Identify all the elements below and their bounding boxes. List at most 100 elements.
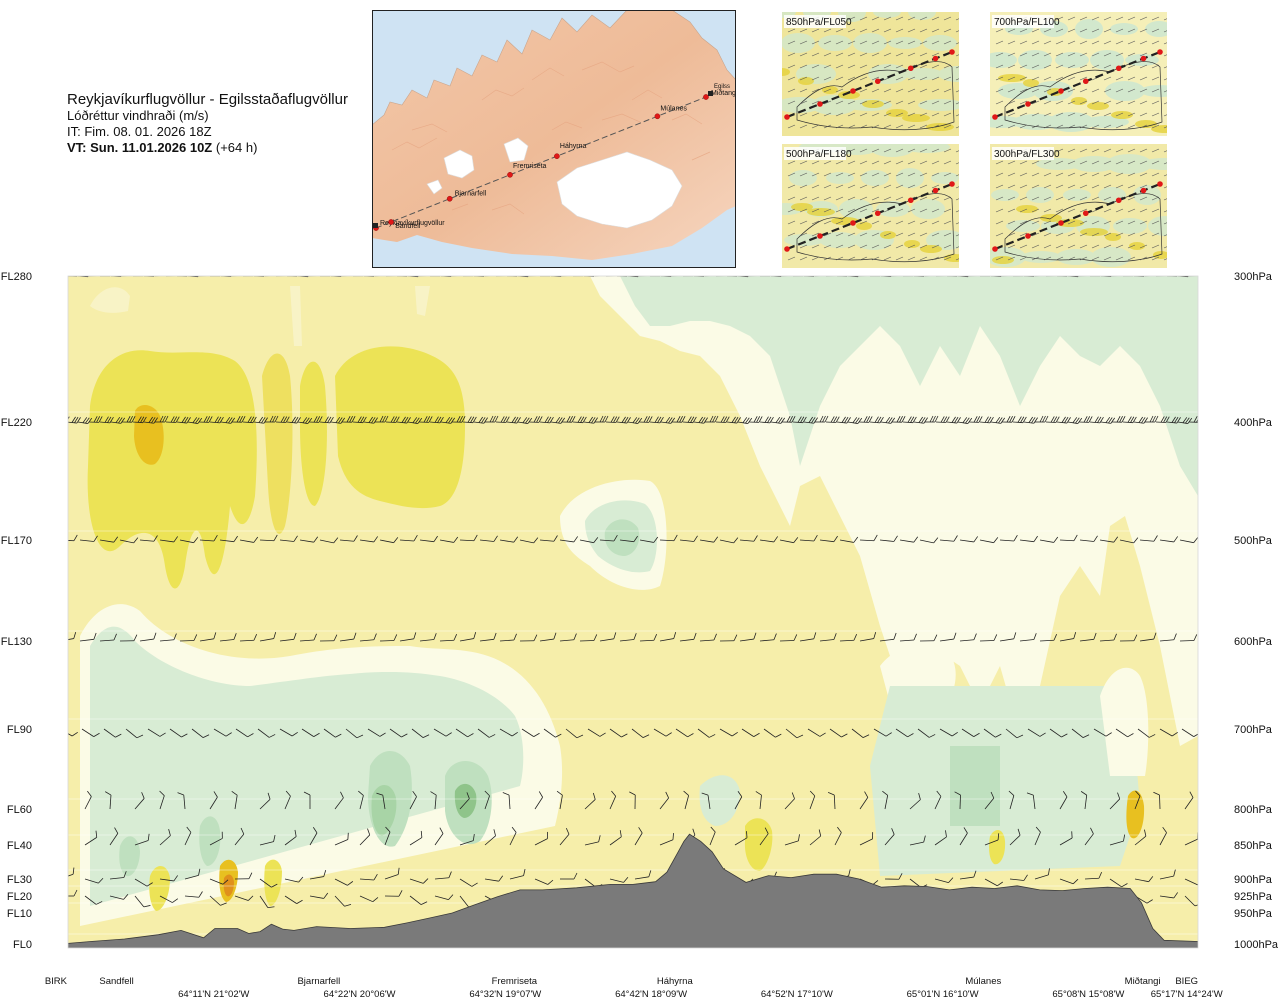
- wind-barb: [430, 791, 437, 810]
- wind-barb: [1009, 874, 1028, 881]
- wind-barb: [139, 632, 157, 642]
- wind-barb: [433, 728, 452, 737]
- wind-barb: [1093, 728, 1112, 737]
- wind-barb: [499, 536, 519, 543]
- wind-barb: [176, 276, 191, 277]
- wind-barb: [159, 536, 178, 543]
- wind-barb: [159, 895, 179, 903]
- y-right-tick-label: 600hPa: [1234, 636, 1273, 648]
- wind-barb: [734, 790, 743, 810]
- x-waypoint-label: Bjarnarfell: [297, 976, 340, 987]
- wind-barb: [697, 728, 716, 738]
- wind-barb: [231, 415, 246, 423]
- wind-barb: [859, 832, 874, 846]
- inset-waypoint-marker: [1025, 101, 1031, 107]
- wind-barb: [319, 416, 334, 424]
- wind-barb: [827, 791, 836, 810]
- wind-barb: [759, 827, 769, 846]
- wind-barb: [109, 894, 129, 900]
- valid-time-bold: VT: Sun. 11.01.2026 10Z: [67, 140, 213, 155]
- wind-barb: [1153, 791, 1161, 810]
- wind-barb: [379, 634, 398, 642]
- wind-barb: [534, 791, 543, 810]
- wind-barb: [495, 416, 510, 423]
- wind-barb: [561, 276, 573, 277]
- wind-barb: [659, 791, 669, 810]
- wind-barb: [634, 870, 652, 880]
- wind-barb: [935, 416, 950, 423]
- wind-barb: [639, 633, 658, 642]
- wind-barb: [477, 728, 496, 738]
- y-left-tick-label: FL130: [1, 636, 32, 648]
- wind-barb: [264, 276, 275, 277]
- inset-map: 500hPa/FL180: [782, 144, 959, 268]
- wind-barb: [675, 728, 694, 738]
- wind-barb: [323, 728, 342, 738]
- wind-barb: [1119, 634, 1138, 642]
- wind-barb: [451, 276, 463, 277]
- wind-barb: [139, 535, 158, 542]
- wind-barb: [430, 276, 441, 277]
- wind-barb: [814, 276, 825, 277]
- wind-barb: [1159, 869, 1176, 880]
- wind-barb: [339, 632, 357, 642]
- wind-barb: [396, 416, 411, 424]
- wind-barb: [1155, 416, 1170, 423]
- wind-barb: [1181, 728, 1198, 737]
- wind-barb: [99, 633, 117, 642]
- wind-barb: [884, 828, 895, 846]
- wind-barb: [434, 871, 452, 880]
- coast-south: [372, 206, 736, 268]
- wind-barb: [1144, 276, 1155, 277]
- wind-barb: [77, 417, 93, 424]
- wind-barb: [785, 728, 804, 739]
- inset-waypoint-marker: [932, 187, 939, 194]
- wind-barb: [1012, 276, 1024, 277]
- wind-barb: [132, 416, 147, 424]
- wind-barb: [909, 793, 921, 810]
- wind-barb: [159, 875, 178, 882]
- map-waypoint-label: Háhyrna: [560, 143, 587, 150]
- wind-barb: [572, 416, 587, 424]
- wind-barb: [184, 826, 192, 846]
- wind-barb: [605, 416, 620, 423]
- wind-barb: [917, 728, 936, 738]
- wind-barb: [891, 276, 903, 277]
- wind-barb: [595, 415, 609, 423]
- wind-barb: [999, 534, 1018, 542]
- wind-barb: [319, 634, 338, 642]
- wind-barb: [1111, 415, 1126, 423]
- wind-barb: [299, 536, 319, 543]
- wind-barb: [109, 871, 127, 880]
- wind-barb: [803, 416, 818, 424]
- wind-barb: [279, 535, 298, 542]
- wind-barb: [919, 634, 938, 642]
- wind-barb: [187, 417, 203, 424]
- wind-barb: [699, 536, 719, 543]
- wind-barb: [521, 728, 540, 737]
- inset-waypoint-marker: [1058, 88, 1064, 94]
- wind-barb: [495, 276, 507, 277]
- wind-barb: [68, 728, 78, 737]
- wind-barb: [859, 791, 869, 810]
- wind-barb: [1001, 415, 1016, 423]
- wind-barb: [819, 633, 837, 642]
- wind-barb: [54, 827, 65, 845]
- wind-barb: [799, 632, 817, 642]
- wind-barb: [925, 415, 939, 423]
- wind-barb: [560, 872, 578, 880]
- wind-barb: [259, 792, 271, 810]
- wind-barb: [990, 416, 1006, 424]
- inset-map-label: 500hPa/FL180: [786, 149, 852, 160]
- y-right-tick-label: 850hPa: [1234, 840, 1273, 852]
- wind-barb: [1184, 895, 1198, 907]
- wind-barb: [231, 276, 243, 277]
- wind-barb: [1109, 792, 1121, 810]
- map-waypoint-label: Fremriseta: [513, 163, 547, 170]
- inset-waypoint-marker: [1115, 197, 1122, 204]
- wind-barb: [957, 417, 973, 424]
- wind-barb: [1084, 827, 1094, 846]
- wind-barb: [704, 276, 715, 277]
- wind-barb: [484, 875, 504, 882]
- wind-barb: [629, 791, 636, 810]
